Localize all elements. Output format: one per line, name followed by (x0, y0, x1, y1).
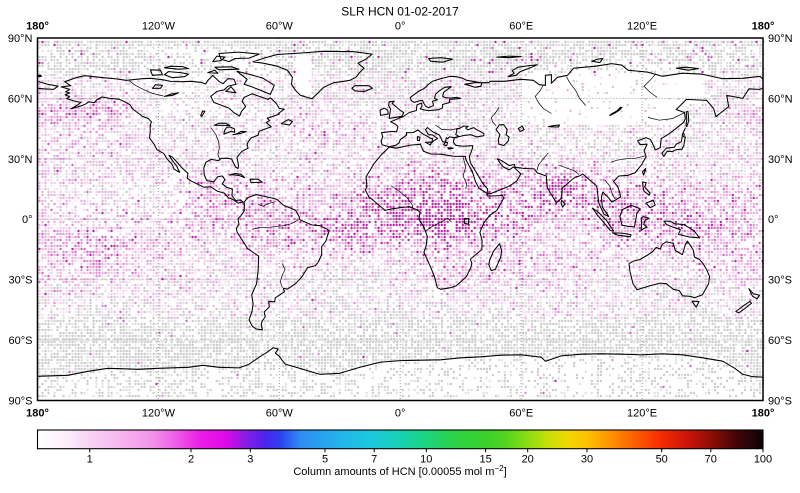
svg-text:7: 7 (371, 454, 377, 466)
svg-text:10: 10 (420, 454, 432, 466)
svg-text:60°S: 60°S (768, 335, 792, 347)
svg-text:20: 20 (522, 454, 534, 466)
svg-text:SLR HCN 01-02-2017: SLR HCN 01-02-2017 (341, 5, 459, 19)
svg-text:30°S: 30°S (9, 275, 33, 287)
svg-text:120°E: 120°E (627, 21, 657, 33)
svg-text:30: 30 (581, 454, 593, 466)
svg-text:60°W: 60°W (266, 21, 294, 33)
svg-text:0°: 0° (768, 214, 779, 226)
svg-text:2: 2 (188, 454, 194, 466)
svg-text:90°S: 90°S (768, 396, 792, 408)
svg-text:0°: 0° (395, 408, 406, 420)
svg-text:70: 70 (705, 454, 717, 466)
svg-text:60°N: 60°N (8, 93, 33, 105)
svg-text:60°S: 60°S (9, 335, 33, 347)
svg-text:0°: 0° (395, 21, 406, 33)
svg-text:0°: 0° (22, 214, 33, 226)
svg-text:180°: 180° (752, 21, 775, 33)
svg-text:60°N: 60°N (768, 93, 793, 105)
svg-text:30°N: 30°N (768, 154, 793, 166)
svg-text:50: 50 (656, 454, 668, 466)
svg-text:90°S: 90°S (9, 396, 33, 408)
svg-text:60°E: 60°E (509, 408, 533, 420)
svg-text:60°E: 60°E (509, 21, 533, 33)
svg-text:180°: 180° (752, 408, 775, 420)
svg-text:30°S: 30°S (768, 275, 792, 287)
svg-text:90°N: 90°N (768, 33, 793, 45)
svg-text:1: 1 (87, 454, 93, 466)
svg-text:180°: 180° (26, 21, 49, 33)
svg-text:15: 15 (479, 454, 491, 466)
svg-text:60°W: 60°W (266, 408, 294, 420)
svg-text:100: 100 (754, 454, 772, 466)
svg-text:Column amounts of HCN [0.00055: Column amounts of HCN [0.00055 mol m−2] (293, 464, 506, 478)
svg-text:90°N: 90°N (8, 33, 33, 45)
svg-text:120°E: 120°E (627, 408, 657, 420)
svg-text:120°W: 120°W (142, 408, 176, 420)
svg-text:5: 5 (322, 454, 328, 466)
svg-text:120°W: 120°W (142, 21, 176, 33)
svg-text:180°: 180° (26, 408, 49, 420)
svg-text:30°N: 30°N (8, 154, 33, 166)
svg-text:3: 3 (247, 454, 253, 466)
